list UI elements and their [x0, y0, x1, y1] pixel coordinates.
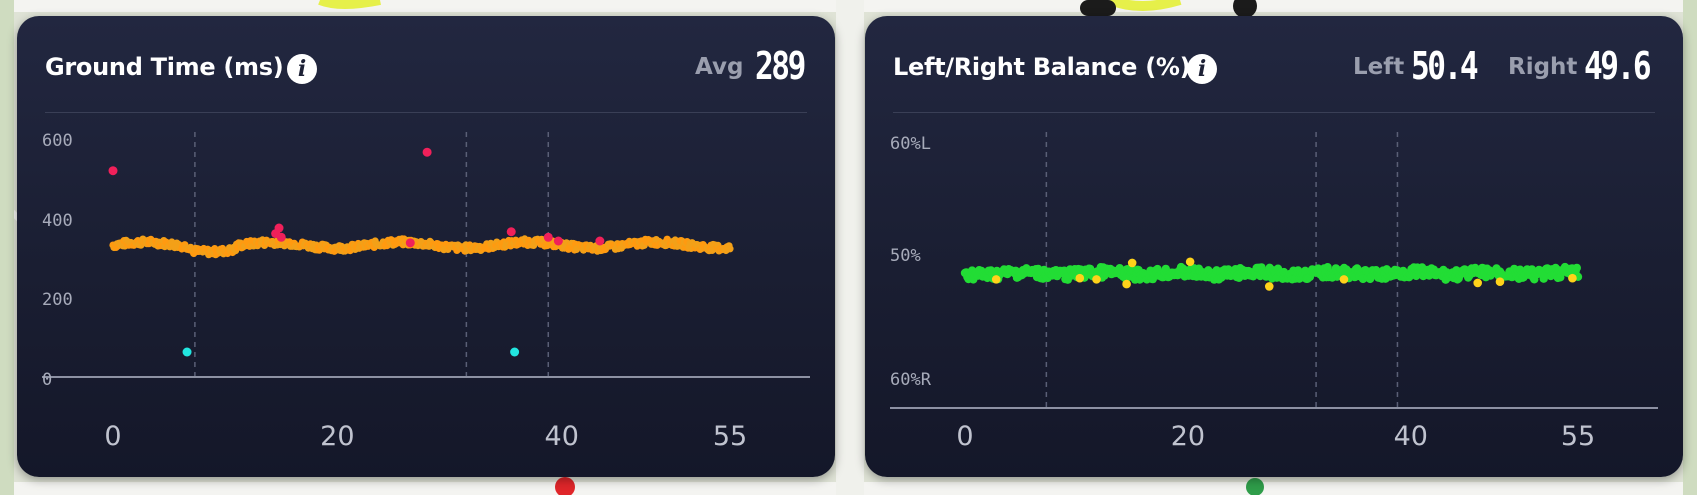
ground-time-card: Ground Time (ms) i Avg 289 600 400 200 0 0 20…	[17, 16, 835, 477]
red-point	[274, 223, 284, 233]
x-tick-label: 0	[956, 421, 973, 452]
yellow-point	[1075, 273, 1085, 283]
y-tick-label: 600	[42, 131, 73, 151]
y-tick-label: 200	[42, 290, 73, 310]
right-label: Right	[1508, 54, 1578, 80]
avg-label: Avg	[695, 54, 744, 80]
cyan-point	[510, 347, 520, 357]
map-pin	[555, 477, 575, 495]
info-icon[interactable]: i	[1187, 54, 1217, 84]
red-point	[595, 236, 605, 246]
header-divider	[45, 112, 807, 113]
x-tick-label: 40	[545, 421, 579, 452]
yellow-point	[1339, 275, 1349, 284]
right-value: 49.6	[1584, 44, 1652, 88]
red-point	[543, 232, 553, 242]
ground-time-chart: 600 400 200 0 0 20 40 55	[42, 131, 810, 452]
ground-time-point	[726, 245, 734, 253]
red-point	[108, 166, 118, 176]
y-tick-label: 60%L	[890, 134, 931, 154]
red-point	[506, 227, 516, 237]
ground-time-header: Ground Time (ms) i Avg 289	[17, 16, 835, 112]
balance-card: Left/Right Balance (%) i Left 50.4 Right…	[865, 16, 1683, 477]
avg-value: 289	[755, 44, 806, 88]
yellow-point	[1185, 257, 1195, 267]
yellow-point	[1092, 275, 1101, 284]
y-tick-label: 50%	[890, 246, 921, 266]
x-tick-label: 40	[1394, 421, 1428, 452]
x-tick-label: 55	[713, 421, 747, 452]
left-value: 50.4	[1411, 44, 1479, 88]
yellow-point	[1568, 273, 1577, 283]
red-point	[276, 232, 286, 242]
balance-header: Left/Right Balance (%) i Left 50.4 Right…	[865, 16, 1683, 112]
header-divider	[893, 112, 1655, 113]
yellow-point	[1122, 279, 1131, 289]
y-tick-label: 60%R	[890, 370, 932, 390]
yellow-point	[1127, 258, 1137, 268]
park-marker	[1246, 478, 1264, 495]
left-label: Left	[1353, 54, 1405, 80]
red-point	[405, 238, 415, 248]
yellow-point	[1264, 282, 1274, 291]
balance-chart: 60%L 50% 60%R 0 20 40 55	[890, 132, 1658, 452]
red-point	[553, 236, 563, 246]
balance-point	[1323, 263, 1332, 272]
yellow-point	[1495, 277, 1505, 287]
yellow-point	[991, 275, 1001, 284]
x-tick-label: 20	[320, 421, 354, 452]
y-tick-label: 0	[42, 370, 52, 390]
yellow-point	[1473, 278, 1482, 288]
balance-point	[1572, 263, 1581, 273]
y-tick-label: 400	[42, 211, 73, 231]
balance-title: Left/Right Balance (%)	[893, 53, 1191, 81]
x-tick-label: 55	[1561, 421, 1595, 452]
cyan-point	[182, 347, 192, 357]
x-tick-label: 0	[104, 421, 121, 452]
info-icon[interactable]: i	[287, 54, 317, 84]
x-tick-label: 20	[1171, 421, 1205, 452]
red-point	[422, 147, 432, 157]
ground-time-title: Ground Time (ms)	[45, 53, 284, 81]
